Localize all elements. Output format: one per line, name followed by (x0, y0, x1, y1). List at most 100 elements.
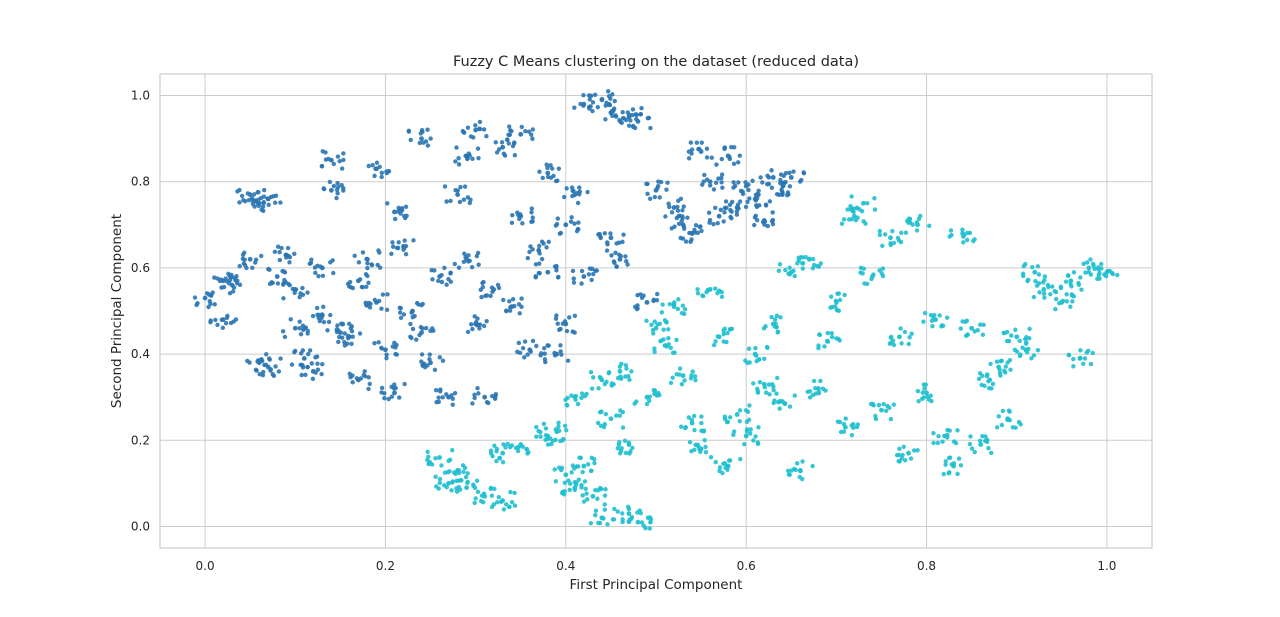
data-point-cluster (862, 281, 867, 286)
data-point-cluster (377, 164, 382, 170)
data-point-cluster (1002, 330, 1007, 336)
data-point-cluster (605, 240, 610, 245)
data-point-cluster (398, 315, 404, 321)
data-point-cluster (281, 296, 286, 301)
data-point-cluster (409, 335, 414, 341)
data-point-cluster (543, 359, 548, 365)
data-point-cluster (756, 357, 761, 362)
data-point-cluster (735, 202, 741, 207)
data-point-cluster (595, 104, 601, 110)
data-point-cluster (771, 387, 776, 393)
data-point-cluster (869, 276, 874, 282)
data-point-cluster (750, 178, 755, 183)
data-point-cluster (625, 110, 630, 115)
data-point-cluster (997, 367, 1002, 373)
data-point-cluster (342, 339, 347, 345)
data-point-cluster (543, 426, 549, 431)
data-point-cluster (569, 215, 574, 220)
data-point-cluster (278, 356, 283, 361)
data-point-cluster (347, 321, 352, 327)
data-point-cluster (289, 362, 295, 367)
data-point-cluster (729, 209, 734, 214)
data-point-cluster (980, 373, 985, 379)
data-point-cluster (273, 364, 278, 369)
data-point-cluster (753, 345, 758, 351)
data-point-cluster (990, 381, 996, 387)
data-point-cluster (646, 398, 652, 403)
data-point-cluster (787, 404, 793, 409)
data-point-cluster (612, 98, 617, 104)
data-point-cluster (402, 245, 407, 250)
data-point-cluster (1018, 352, 1023, 357)
data-point-cluster (1092, 266, 1097, 272)
data-point-cluster (363, 272, 369, 277)
data-point-cluster (597, 375, 603, 380)
data-point-cluster (433, 474, 438, 479)
data-point-cluster (586, 272, 592, 277)
data-point-cluster (608, 96, 613, 101)
data-point-cluster (417, 140, 422, 146)
data-point-cluster (496, 495, 502, 500)
data-point-cluster (266, 202, 271, 208)
data-point-cluster (245, 358, 250, 364)
data-point-cluster (317, 318, 323, 324)
data-point (906, 450, 911, 456)
data-point-cluster (397, 310, 403, 315)
data-point-cluster (644, 181, 649, 187)
data-point (455, 192, 460, 198)
data-point-cluster (458, 184, 463, 190)
data-point-cluster (648, 125, 653, 131)
data-point (897, 334, 902, 340)
data-point-cluster (537, 251, 542, 256)
data-point-cluster (708, 454, 714, 460)
data-point (419, 136, 424, 142)
data-point-cluster (261, 187, 267, 193)
data-point-cluster (928, 393, 933, 398)
data-point-cluster (366, 386, 371, 392)
data-point-cluster (261, 200, 266, 205)
data-point-cluster (1090, 350, 1095, 356)
data-point-cluster (555, 275, 561, 280)
data-point-cluster (474, 253, 480, 259)
data-point-cluster (681, 204, 686, 209)
data-point-cluster (611, 517, 617, 522)
data-point-cluster (326, 319, 332, 325)
data-point-cluster (751, 381, 756, 386)
data-point-cluster (494, 449, 499, 454)
data-point-cluster (484, 134, 489, 139)
data-point-cluster (396, 205, 401, 211)
data-point-cluster (1018, 422, 1023, 427)
data-point-cluster (462, 251, 467, 256)
data-point-cluster (241, 197, 246, 203)
data-point-cluster (542, 351, 547, 356)
data-point-cluster (310, 313, 316, 319)
data-point-cluster (657, 195, 662, 200)
data-point-cluster (777, 399, 783, 404)
data-point-cluster (253, 367, 259, 373)
data-point-cluster (436, 486, 441, 491)
data-point-cluster (651, 388, 656, 393)
data-point-cluster (384, 352, 389, 357)
data-point-cluster (578, 101, 583, 107)
data-point-cluster (890, 228, 895, 234)
data-point-cluster (261, 369, 266, 375)
data-point-cluster (630, 107, 636, 112)
data-point-cluster (980, 433, 985, 439)
data-point-cluster (757, 379, 763, 385)
data-point-cluster (456, 265, 462, 270)
data-point-cluster (399, 208, 405, 213)
data-point-cluster (723, 199, 729, 204)
data-point-cluster (1081, 261, 1086, 266)
data-point-cluster (477, 119, 483, 125)
data-point-cluster (367, 381, 372, 387)
data-point-cluster (770, 221, 776, 227)
data-point-cluster (903, 230, 909, 235)
data-point-cluster (871, 272, 876, 277)
data-point-cluster (776, 192, 782, 197)
data-point-cluster (579, 395, 584, 401)
data-point-cluster (676, 297, 681, 302)
data-point-cluster (309, 257, 314, 262)
data-point-cluster (576, 220, 581, 225)
data-point-cluster (555, 321, 560, 326)
data-point-cluster (450, 447, 455, 453)
